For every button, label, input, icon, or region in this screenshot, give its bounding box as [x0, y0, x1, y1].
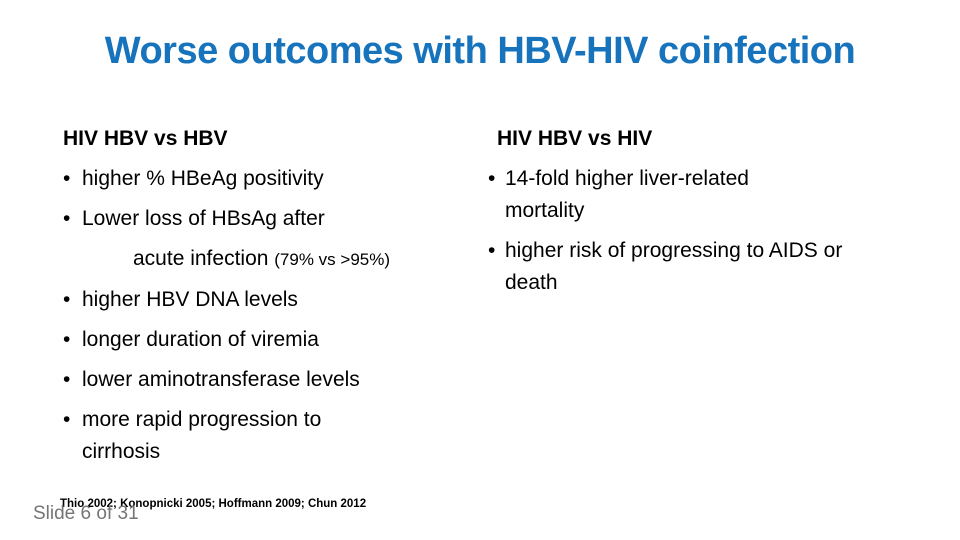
list-item-text: 14-fold higher liver-related mortality: [505, 163, 933, 227]
list-item-text: more rapid progression to cirrhosis: [82, 404, 443, 468]
list-item-line: death: [505, 271, 558, 294]
continuation-text: acute infection: [133, 247, 275, 270]
list-item-line: cirrhosis: [82, 440, 161, 463]
bullet-icon: •: [488, 167, 496, 190]
slide-title: Worse outcomes with HBV-HIV coinfection: [104, 30, 856, 72]
bullet-icon: •: [63, 328, 71, 351]
list-item-text: longer duration of viremia: [82, 328, 319, 351]
right-column-heading: HIV HBV vs HIV: [497, 127, 653, 150]
list-item-line: more rapid progression to: [82, 408, 322, 431]
list-item-text: higher % HBeAg positivity: [82, 167, 324, 190]
bullet-icon: •: [488, 239, 496, 262]
list-item: • higher HBV DNA levels: [63, 284, 443, 316]
bullet-icon: •: [63, 368, 71, 391]
list-item-line: mortality: [505, 199, 585, 222]
list-item: • lower aminotransferase levels: [63, 364, 443, 396]
list-item-continuation: acute infection (79% vs >95%): [63, 243, 443, 276]
list-item-line: 14-fold higher liver-related: [505, 167, 749, 190]
list-item: • longer duration of viremia: [63, 324, 443, 356]
citation-text: Thio 2002; Konopnicki 2005; Hoffmann 200…: [60, 498, 367, 510]
bullet-icon: •: [63, 288, 71, 311]
list-item: • Lower loss of HBsAg after: [63, 203, 443, 235]
list-item-text: higher risk of progressing to AIDS or de…: [505, 235, 933, 299]
list-item: • higher risk of progressing to AIDS or …: [488, 235, 933, 299]
list-item-text: higher HBV DNA levels: [82, 288, 298, 311]
slide-number: Slide 6 of 31: [33, 503, 139, 524]
list-item-text: Lower loss of HBsAg after: [82, 207, 325, 230]
right-column: HIV HBV vs HIV • 14-fold higher liver-re…: [488, 123, 933, 299]
list-item-line: higher risk of progressing to AIDS or: [505, 239, 843, 262]
list-item: • 14-fold higher liver-related mortality: [488, 163, 933, 227]
continuation-note: (79% vs >95%): [274, 250, 391, 269]
list-item: • more rapid progression to cirrhosis: [63, 404, 443, 468]
bullet-icon: •: [63, 207, 71, 230]
left-column-heading: HIV HBV vs HBV: [63, 127, 228, 150]
list-item-text: lower aminotransferase levels: [82, 368, 360, 391]
bullet-icon: •: [63, 167, 71, 190]
left-column: HIV HBV vs HBV • higher % HBeAg positivi…: [63, 123, 443, 468]
bullet-icon: •: [63, 408, 71, 431]
list-item: • higher % HBeAg positivity: [63, 163, 443, 195]
